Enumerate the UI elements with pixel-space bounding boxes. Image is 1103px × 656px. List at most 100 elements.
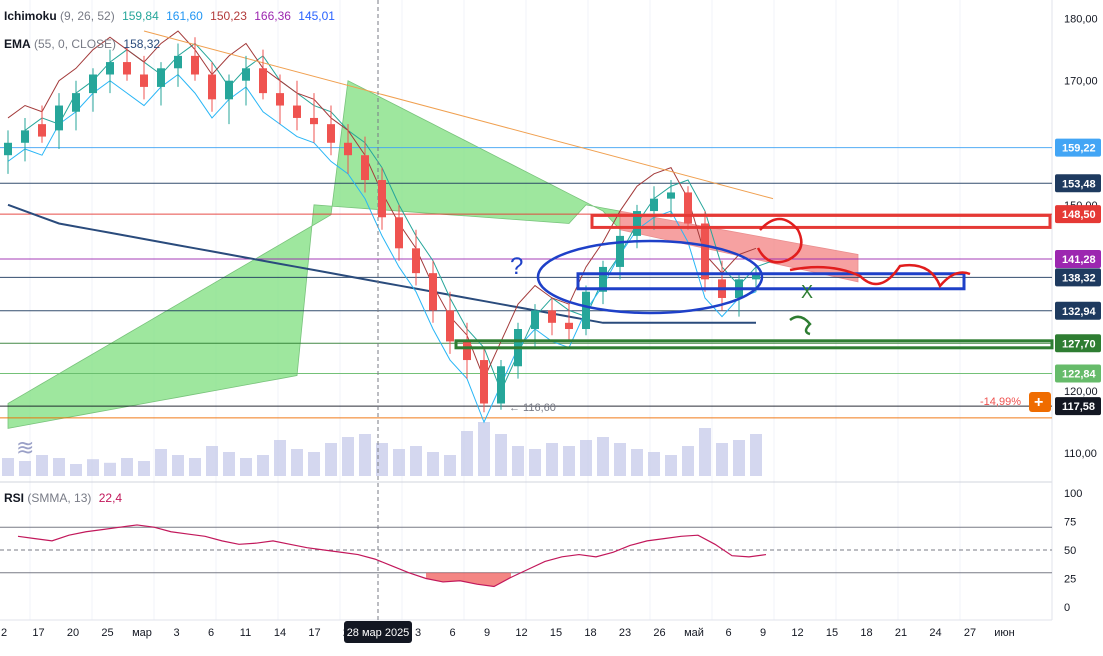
candle-body[interactable] [531,310,539,330]
ichimoku-value-5: 145,01 [298,9,335,23]
candle-body[interactable] [208,74,216,100]
time-tick-label: 2 [1,627,7,639]
candle-body[interactable] [565,322,573,330]
candle-body[interactable] [446,310,454,342]
candle-body[interactable] [412,248,420,274]
candle-body[interactable] [599,266,607,292]
candle-body[interactable] [327,124,335,143]
candle-body[interactable] [684,192,692,224]
candle-body[interactable] [752,273,760,280]
price-tag[interactable]: 132,94 [1055,301,1101,320]
time-tick-label: 26 [653,627,665,639]
candle-body[interactable] [89,74,97,94]
candle-body[interactable] [276,93,284,106]
price-tag[interactable]: 141,28 [1055,249,1101,268]
add-alert-button[interactable] [1029,392,1051,412]
trend-line[interactable] [143,30,774,200]
candle-body[interactable] [38,124,46,137]
candle-body[interactable] [429,273,437,311]
ema-legend[interactable]: EMA (55, 0, CLOSE) 158,32 [4,36,160,52]
rsi-line[interactable] [17,524,767,588]
kijun-line[interactable] [7,73,757,424]
price-tag-bg [1055,334,1101,353]
candle-body[interactable] [55,105,63,131]
volume-bar [750,434,762,476]
candle-body[interactable] [395,217,403,249]
time-tick-label: 17 [32,627,44,639]
candle-body[interactable] [463,341,471,361]
cloud-bearish [619,210,859,283]
candle-body[interactable] [378,180,386,218]
drawn-rect-blue[interactable] [576,272,966,291]
candle-body[interactable] [548,310,556,323]
candle-body[interactable] [21,130,29,143]
time-tick-label: 12 [515,627,527,639]
candle-body[interactable] [140,74,148,87]
ichimoku-value-1: 159,84 [122,9,159,23]
candle-body[interactable] [259,68,267,94]
rsi-legend-title: RSI [4,491,25,505]
volume-bar [733,440,745,476]
candle-body[interactable] [497,366,505,404]
price-tag-bg [1055,174,1101,193]
volume-bar [529,449,541,476]
volume-bar [2,458,14,476]
drawn-arrow-green[interactable] [789,315,812,336]
rsi-legend-params: (SMMA, 13) [27,491,92,505]
volume-bar [393,449,405,476]
cursor-date-bg [344,621,412,643]
drawn-rect-green[interactable] [454,339,1054,350]
candle-body[interactable] [310,117,318,125]
volume-bar [512,446,524,476]
drawn-ellipse-blue[interactable] [536,239,764,315]
volume-bar [308,452,320,476]
candle-body[interactable] [701,223,709,280]
candle-body[interactable] [4,142,12,156]
drawn-scribble-red[interactable] [756,217,971,289]
price-tag[interactable]: 159,22 [1055,138,1101,157]
price-tag-label: 117,58 [1062,401,1095,413]
time-tick-label: май [684,627,704,639]
candle-body[interactable] [106,62,114,75]
rsi-tick-label: 50 [1064,545,1076,557]
candle-body[interactable] [650,198,658,212]
volume-bar [631,449,643,476]
candle-body[interactable] [633,211,641,236]
drawn-rect-red[interactable] [590,213,1052,229]
price-tag-label: 127,70 [1062,338,1096,350]
price-tag[interactable]: 153,48 [1055,174,1101,193]
ichimoku-value-3: 150,23 [210,9,247,23]
candle-body[interactable] [361,155,369,181]
plus-icon[interactable]: + [1034,394,1043,411]
price-tag[interactable]: 122,84 [1055,364,1101,383]
candle-body[interactable] [293,105,301,118]
candle-body[interactable] [582,291,590,330]
price-tag[interactable]: 148,50 [1055,205,1101,224]
candle-body[interactable] [72,93,80,112]
drawn-question: ? [510,253,523,280]
volume-bar [291,449,303,476]
candle-body[interactable] [191,55,199,75]
ema-line[interactable] [7,203,756,324]
candle-body[interactable] [123,62,131,75]
price-tag[interactable]: 138,32 [1055,268,1101,287]
candle-body[interactable] [242,68,250,81]
rsi-legend[interactable]: RSI (SMMA, 13) 22,4 [4,490,122,506]
volume-bar [563,446,575,476]
candle-body[interactable] [157,68,165,87]
candle-body[interactable] [344,142,352,156]
time-tick-label: 20 [67,627,79,639]
candle-body[interactable] [667,192,675,199]
price-tag[interactable]: 117,58 [1055,397,1101,416]
candle-body[interactable] [225,80,233,100]
price-tag[interactable]: 127,70 [1055,334,1101,353]
drawn-cross: X [801,282,813,302]
ichimoku-legend[interactable]: Ichimoku (9, 26, 52) 159,84 161,60 150,2… [4,8,335,24]
candle-body[interactable] [616,235,624,267]
candle-body[interactable] [174,55,182,69]
volume-bar [665,455,677,476]
price-tag-label: 148,50 [1062,209,1096,221]
candle-body[interactable] [480,360,488,404]
ema-legend-params: (55, 0, CLOSE) [34,37,117,51]
